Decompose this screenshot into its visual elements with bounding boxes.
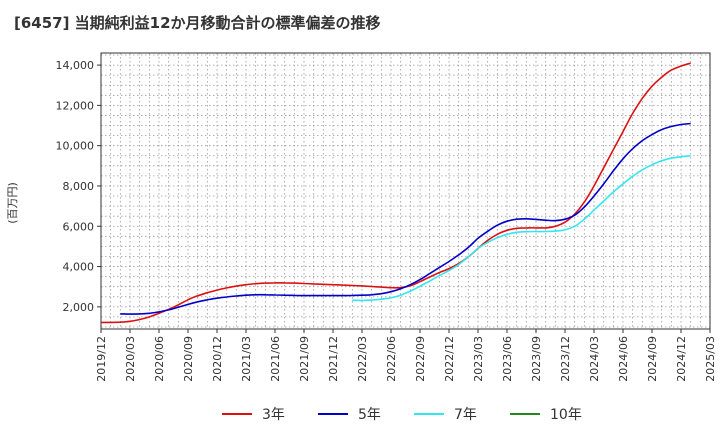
legend-label-5年: 5年 [358,407,381,423]
legend: 3年 5年 7年 10年 [222,407,582,423]
x-tick-label: 2021/09 [298,336,311,382]
x-tick-label: 2020/09 [182,336,195,382]
y-axis: 2,000 4,000 6,000 8,000 10,000 12,000 14,000 [56,59,101,314]
x-tick-label: 2021/06 [269,336,282,382]
x-tick-label: 2020/06 [153,336,166,382]
x-tick-label: 2024/03 [588,336,601,382]
x-tick-label: 2021/12 [327,336,340,382]
x-tick-label: 2024/12 [675,336,688,382]
series-line-7年 [352,154,691,302]
series-lines [101,62,691,324]
y-tick-label: 2,000 [63,301,95,314]
x-tick-label: 2023/06 [501,336,514,382]
y-tick-label: 4,000 [63,261,95,274]
y-tick-label: 12,000 [56,99,95,112]
x-tick-label: 2024/06 [617,336,630,382]
legend-label-10年: 10年 [550,407,582,423]
y-tick-label: 6,000 [63,220,95,233]
x-tick-label: 2022/12 [443,336,456,382]
x-tick-label: 2022/03 [356,336,369,382]
x-tick-label: 2021/03 [240,336,253,382]
y-tick-label: 14,000 [56,59,95,72]
legend-label-3年: 3年 [262,407,285,423]
x-tick-label: 2020/03 [124,336,137,382]
x-tick-label: 2025/03 [704,336,717,382]
y-tick-label: 8,000 [63,180,95,193]
x-tick-label: 2023/09 [530,336,543,382]
x-tick-label: 2023/12 [559,336,572,382]
x-tick-label: 2019/12 [95,336,108,382]
x-tick-label: 2022/09 [414,336,427,382]
x-tick-label: 2020/12 [211,336,224,382]
legend-label-7年: 7年 [454,407,477,423]
series-line-3年 [101,62,691,324]
plot-area [100,52,711,330]
series-line-5年 [120,122,691,315]
x-tick-label: 2022/06 [385,336,398,382]
grid [101,53,710,329]
y-tick-label: 10,000 [56,140,95,153]
x-axis: 2019/12 2020/03 2020/06 2020/09 2020/12 2021/… [95,329,717,382]
y-axis-label: (百万円) [6,182,19,224]
x-tick-label: 2023/03 [472,336,485,382]
x-tick-label: 2024/09 [646,336,659,382]
chart-title: [6457] 当期純利益12か月移動合計の標準偏差の推移 [14,14,381,32]
